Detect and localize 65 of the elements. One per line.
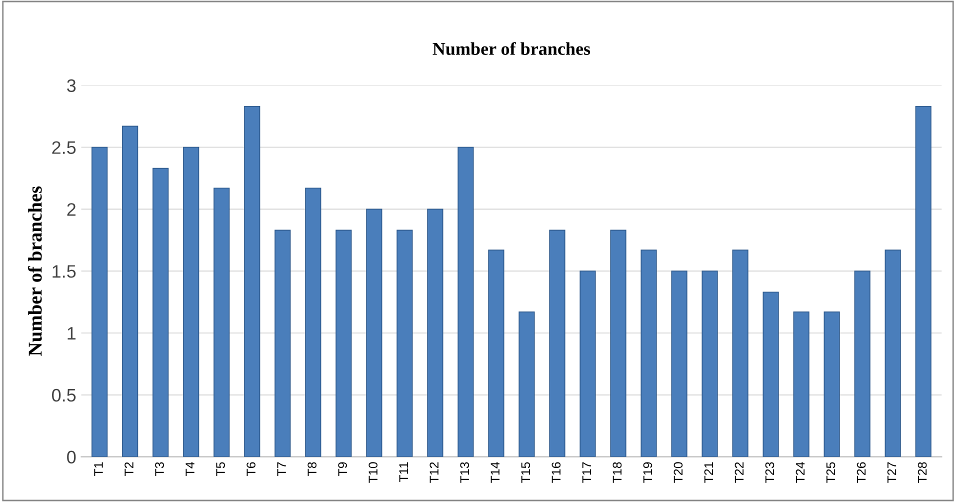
bar bbox=[793, 312, 810, 457]
chart-title: Number of branches bbox=[432, 42, 590, 56]
bar bbox=[915, 106, 932, 457]
bar bbox=[488, 250, 504, 457]
x-tick-label: T20 bbox=[674, 462, 683, 483]
bar bbox=[92, 146, 108, 457]
bar bbox=[366, 208, 382, 457]
x-tick-label: T5 bbox=[216, 462, 225, 476]
bar bbox=[396, 230, 413, 457]
bar bbox=[762, 292, 779, 457]
y-tick-label: 3 bbox=[67, 79, 76, 92]
x-tick-label: T17 bbox=[582, 462, 591, 483]
bar bbox=[152, 168, 169, 457]
bar bbox=[183, 146, 200, 457]
x-tick-label: T12 bbox=[430, 462, 438, 483]
bar bbox=[305, 188, 322, 457]
bar bbox=[824, 312, 840, 457]
bar bbox=[671, 270, 688, 457]
bar bbox=[640, 250, 657, 457]
bar bbox=[274, 230, 291, 457]
bar bbox=[702, 270, 718, 457]
bar bbox=[214, 188, 230, 457]
x-tick-label: T15 bbox=[521, 462, 530, 483]
bar bbox=[549, 230, 566, 457]
x-tick-label: T6 bbox=[246, 462, 256, 476]
bar bbox=[427, 208, 444, 457]
x-tick-label: T27 bbox=[887, 462, 896, 483]
bar bbox=[122, 126, 138, 457]
bar bbox=[732, 250, 748, 457]
y-tick-label: 2 bbox=[67, 203, 76, 216]
y-tick-label: 0.5 bbox=[52, 388, 76, 402]
x-tick-label: T7 bbox=[277, 462, 286, 476]
x-tick-label: T24 bbox=[796, 462, 805, 483]
x-tick-label: T25 bbox=[826, 462, 836, 483]
x-tick-label: T13 bbox=[460, 462, 470, 483]
x-tick-label: T26 bbox=[856, 462, 866, 483]
bar bbox=[610, 230, 626, 457]
bar bbox=[244, 106, 260, 457]
x-tick-label: T18 bbox=[612, 462, 622, 483]
bar bbox=[580, 270, 596, 457]
x-tick-label: T28 bbox=[918, 462, 927, 483]
bar bbox=[336, 230, 352, 457]
x-tick-label: T8 bbox=[308, 462, 316, 476]
y-axis-title: Number of branches bbox=[28, 186, 42, 356]
x-tick-label: T3 bbox=[155, 462, 164, 476]
x-tick-label: T11 bbox=[399, 462, 408, 482]
x-tick-label: T9 bbox=[338, 462, 348, 476]
bar bbox=[518, 312, 535, 457]
bar bbox=[854, 270, 870, 457]
x-tick-label: T2 bbox=[124, 462, 134, 476]
x-tick-label: T23 bbox=[765, 462, 774, 483]
x-tick-label: T14 bbox=[490, 462, 500, 483]
x-tick-label: T22 bbox=[734, 462, 744, 483]
bar bbox=[458, 146, 474, 457]
x-tick-label: T19 bbox=[643, 462, 652, 483]
y-tick-label: 1 bbox=[68, 327, 76, 340]
x-tick-label: T16 bbox=[552, 462, 561, 483]
y-tick-label: 2.5 bbox=[52, 141, 76, 154]
y-tick-label: 0 bbox=[67, 450, 76, 464]
x-tick-label: T10 bbox=[368, 462, 378, 483]
bar bbox=[884, 250, 901, 457]
y-tick-label: 1.5 bbox=[52, 265, 76, 278]
x-tick-label: T1 bbox=[94, 462, 103, 476]
x-tick-label: T21 bbox=[704, 462, 714, 483]
x-tick-label: T4 bbox=[186, 462, 194, 476]
